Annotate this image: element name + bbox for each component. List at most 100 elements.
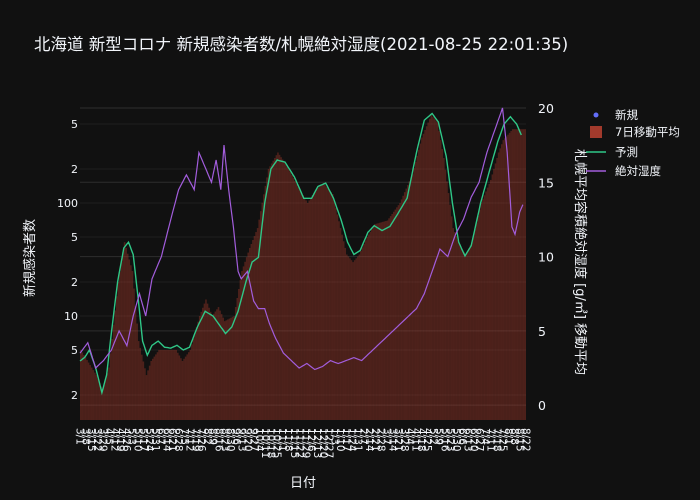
x-tick-label: 3/8: [79, 428, 91, 445]
bar: [311, 195, 314, 420]
bar: [270, 163, 273, 420]
bar: [416, 155, 419, 420]
y-left-tick-label: 5: [71, 231, 78, 244]
bar: [464, 254, 467, 420]
bar: [216, 309, 218, 420]
legend-item-ma7[interactable]: 7日移動平均: [590, 125, 680, 139]
y-right-label: 札幌平均容積絶対湿度 [g/㎥] 移動平均: [572, 149, 588, 375]
bar: [305, 200, 307, 420]
bar: [452, 228, 455, 420]
bar: [400, 199, 403, 420]
x-tick-label: 10/11: [259, 428, 271, 458]
bar: [483, 195, 486, 420]
bar: [428, 118, 431, 420]
x-tick-label: 5/31: [149, 428, 161, 452]
bar: [225, 320, 228, 420]
bar: [95, 375, 98, 420]
grid: [80, 107, 526, 406]
bar: [319, 185, 321, 420]
bar: [375, 223, 378, 420]
bar: [261, 202, 264, 420]
bar: [189, 350, 192, 420]
bar: [83, 355, 85, 420]
bar: [461, 250, 464, 420]
x-tick-label: 12/27: [323, 428, 335, 458]
bar: [310, 197, 312, 420]
x-tick-label: 1/31: [352, 428, 364, 452]
bar: [386, 220, 389, 420]
chart-title: 北海道 新型コロナ 新規感染者数/札幌絶対湿度(2021-08-25 22:01…: [34, 35, 568, 54]
bar: [460, 247, 462, 420]
bar: [274, 157, 276, 421]
x-tick-label: 5/3: [126, 428, 138, 445]
x-tick-label: 5/2: [427, 428, 439, 445]
bar: [247, 252, 250, 420]
bar: [198, 316, 201, 420]
bar: [463, 252, 465, 420]
bar: [486, 187, 489, 420]
y-left-tick-label: 10: [64, 310, 78, 323]
bar: [111, 339, 113, 420]
bar: [446, 181, 448, 420]
bar: [455, 236, 458, 420]
bar: [458, 243, 461, 420]
bar: [266, 177, 268, 420]
bar: [267, 168, 270, 420]
x-tick-label: 3/1: [74, 428, 86, 445]
forecast-line: [79, 112, 522, 396]
bar: [482, 199, 484, 420]
x-tick-label: 4/25: [421, 428, 433, 452]
bar: [521, 129, 523, 420]
bar: [244, 261, 246, 420]
legend-marker-ma7: [590, 126, 602, 138]
bar: [344, 247, 347, 420]
bar: [101, 390, 104, 420]
bar: [299, 190, 301, 420]
legend-item-new[interactable]: 新規: [593, 108, 639, 122]
bar: [92, 370, 95, 420]
bar: [479, 209, 481, 420]
bar: [410, 177, 412, 420]
x-tick-label: 8/9: [207, 428, 219, 445]
bar: [399, 203, 401, 420]
x-tick-label: 8/15: [514, 428, 526, 452]
bar: [454, 232, 456, 420]
bar: [388, 218, 390, 420]
x-tick-label: 4/18: [415, 428, 427, 452]
bar: [209, 311, 212, 420]
legend-item-humidity[interactable]: 絶対湿度: [586, 164, 661, 178]
y-right-tick-label: 20: [538, 101, 554, 116]
bar: [414, 161, 417, 420]
bar: [181, 360, 184, 420]
bar: [522, 129, 525, 420]
bar: [391, 213, 393, 420]
bar: [421, 137, 423, 421]
bar: [327, 188, 329, 420]
bar: [236, 298, 239, 420]
bar: [249, 247, 251, 420]
y-left-ticks: 2 5 10 2 5 100 2 5: [57, 118, 78, 402]
bar: [475, 222, 478, 420]
bar: [130, 265, 132, 420]
bar: [131, 271, 134, 420]
bar: [213, 313, 215, 420]
bar: [161, 350, 163, 420]
bar: [424, 130, 426, 420]
bar: [186, 354, 188, 420]
bar: [150, 360, 152, 420]
bar: [281, 159, 284, 420]
x-tick-label: 10/18: [265, 428, 277, 458]
x-tick-label: 11/29: [299, 428, 311, 458]
bar: [405, 188, 408, 420]
bar: [515, 129, 517, 420]
bar: [396, 207, 398, 420]
bar: [178, 355, 181, 420]
legend-item-forecast[interactable]: 予測: [586, 145, 638, 159]
legend: 新規 7日移動平均 予測 絶対湿度: [586, 108, 680, 178]
bar: [519, 129, 522, 420]
bar: [202, 307, 204, 420]
bar: [114, 310, 116, 420]
x-tick-label: 4/12: [108, 428, 120, 452]
bar: [295, 184, 298, 420]
